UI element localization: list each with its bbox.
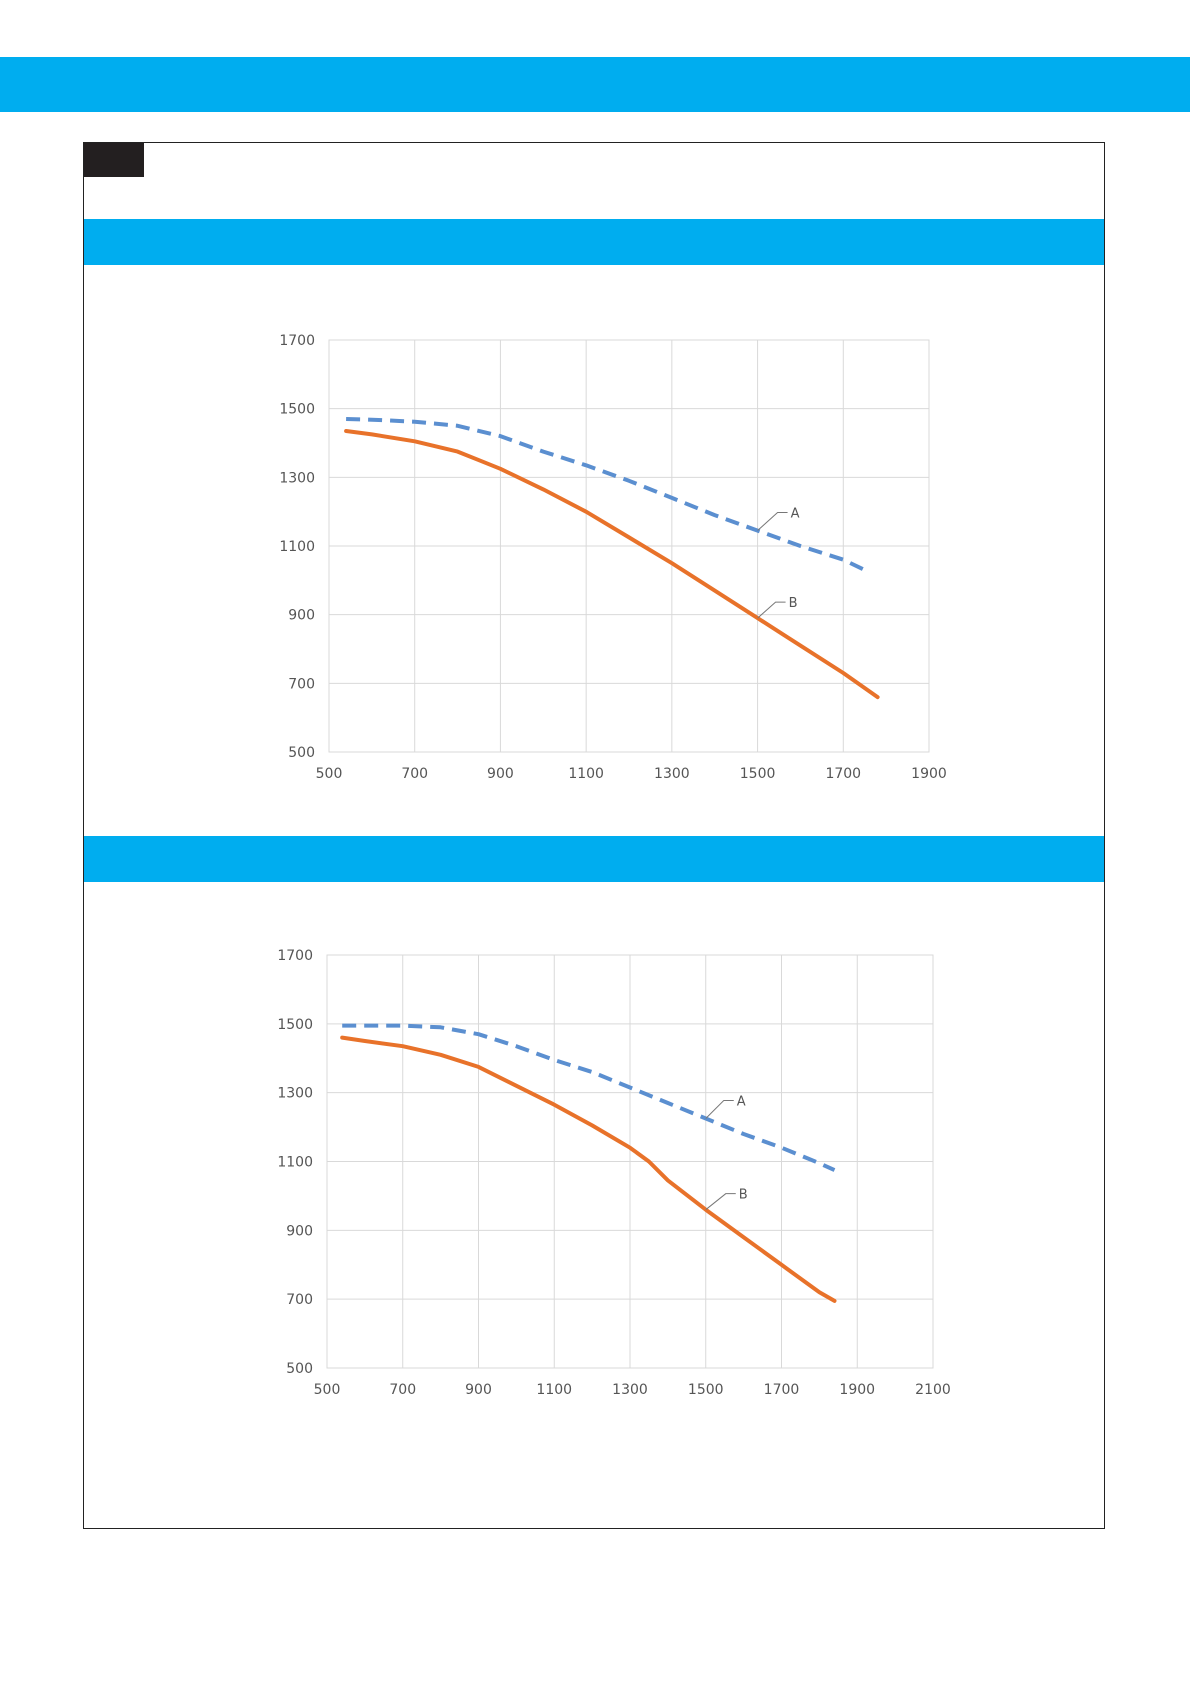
x-tick-label: 1300 (654, 766, 690, 782)
y-tick-label: 1700 (277, 948, 313, 964)
x-tick-label: 1700 (764, 1382, 800, 1398)
x-tick-label: 500 (314, 1382, 341, 1398)
section-tag (84, 143, 144, 177)
x-tick-label: 1100 (568, 766, 604, 782)
x-tick-label: 700 (401, 766, 428, 782)
y-tick-label: 1100 (279, 539, 315, 555)
x-tick-label: 1300 (612, 1382, 648, 1398)
y-tick-label: 700 (286, 1292, 313, 1308)
series-label-a: A (737, 1094, 746, 1109)
x-tick-label: 1500 (688, 1382, 724, 1398)
y-tick-label: 1100 (277, 1155, 313, 1171)
series-line-a (342, 1023, 836, 1172)
x-tick-label: 500 (316, 766, 343, 782)
plot-area (328, 339, 930, 753)
x-tick-label: 1900 (839, 1382, 875, 1398)
x-tick-label: 1100 (536, 1382, 572, 1398)
series-label-leader-a (757, 512, 788, 531)
y-tick-label: 1500 (279, 402, 315, 418)
series-label-a: A (791, 507, 800, 522)
y-tick-label: 700 (288, 676, 315, 692)
series-label-b: B (789, 596, 798, 611)
section-bar-1 (84, 219, 1104, 265)
series-label-b: B (739, 1188, 748, 1203)
y-tick-label: 1300 (279, 470, 315, 486)
chart-1: 500 700 900 1100 1300 1500 1700 1900 500 700 900 11… (279, 333, 947, 782)
y-tick-label: 1500 (277, 1017, 313, 1033)
x-tick-label: 1900 (911, 766, 947, 782)
x-tick-label: 1500 (740, 766, 776, 782)
series-line-b (344, 429, 880, 700)
plot-area (326, 954, 934, 1369)
x-tick-label: 700 (389, 1382, 416, 1398)
x-tick-label: 1700 (825, 766, 861, 782)
chart-2: 500 700 900 1100 1300 1500 1700 1900 2100 500 700 9… (277, 948, 951, 1398)
x-tick-label: 900 (465, 1382, 492, 1398)
x-tick-label: 900 (487, 766, 514, 782)
series-line-a (346, 417, 866, 572)
y-tick-label: 500 (288, 745, 315, 761)
y-tick-label: 1700 (279, 333, 315, 349)
y-tick-label: 900 (288, 608, 315, 624)
series-label-leader-b (757, 601, 786, 619)
x-tick-label: 2100 (915, 1382, 951, 1398)
y-tick-label: 500 (286, 1361, 313, 1377)
section-bar-2 (84, 836, 1104, 882)
y-tick-label: 1300 (277, 1086, 313, 1102)
content-frame: 500 700 900 1100 1300 1500 1700 1900 500 700 900 11… (83, 142, 1105, 1529)
series-line-b (340, 1035, 837, 1303)
y-tick-label: 900 (286, 1223, 313, 1239)
series-label-leader-a (705, 1099, 734, 1119)
series-label-leader-b (705, 1193, 736, 1211)
top-header-band (0, 57, 1190, 112)
